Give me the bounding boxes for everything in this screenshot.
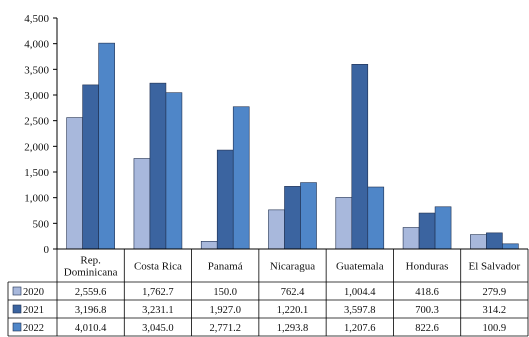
bar-2022-1 (165, 92, 183, 250)
bar-2022-0 (98, 42, 115, 250)
bar-2021-5 (418, 212, 436, 250)
legend-swatch-2020 (12, 286, 22, 296)
legend-label-2021: 2021 (23, 305, 44, 316)
legend-label-2020: 2020 (23, 287, 44, 298)
data-label: 3,597.8 (344, 305, 376, 316)
category-label: Nicaragua (270, 261, 315, 273)
y-axis: 0 500 1,000 1,500 2,000 2,500 3,000 3,500 4,000 4… (24, 13, 58, 256)
data-table: Rep.Dominicana Costa Rica Panamá Nicaragua G… (7, 248, 529, 337)
y-tick-label: 1,500 (24, 167, 49, 179)
legend-swatch-2022 (12, 322, 22, 332)
bar-2020-1 (133, 158, 151, 250)
category-label: Panamá (208, 261, 243, 273)
bar-2020-4 (335, 197, 353, 250)
bar-2021-3 (284, 186, 301, 250)
category-label: Rep. (80, 255, 101, 267)
data-label: 1,220.1 (277, 305, 309, 316)
category-label: El Salvador (469, 261, 521, 273)
y-tick-label: 4,000 (24, 39, 49, 51)
data-label: 700.3 (415, 305, 439, 316)
data-label: 314.2 (483, 305, 507, 316)
data-label: 150.0 (213, 287, 237, 298)
category-label: Costa Rica (134, 261, 182, 273)
data-label: 822.6 (415, 323, 439, 334)
bar-2021-4 (351, 64, 369, 250)
category-label: Honduras (406, 261, 449, 273)
bar-2020-0 (66, 117, 83, 250)
data-label: 3,196.8 (75, 305, 107, 316)
data-label: 4,010.4 (75, 323, 107, 334)
data-label: 762.4 (281, 287, 305, 298)
data-label: 2,559.6 (75, 287, 107, 298)
y-tick-label: 3,500 (24, 64, 49, 76)
bar-2022-2 (232, 106, 250, 250)
y-tick-label: 1,000 (24, 193, 49, 205)
bar-2020-3 (268, 209, 285, 250)
bar-2022-3 (300, 182, 317, 250)
category-label: Guatemala (336, 261, 384, 273)
data-label: 418.6 (415, 287, 439, 298)
data-label: 1,293.8 (277, 323, 309, 334)
data-label: 3,045.0 (142, 323, 174, 334)
bars (66, 42, 519, 250)
legend-swatch-2021 (12, 304, 22, 314)
data-label: 2,771.2 (209, 323, 241, 334)
bar-2022-4 (367, 186, 385, 250)
data-label: 1,004.4 (344, 287, 376, 298)
legend-label-2022: 2022 (23, 323, 44, 334)
data-label: 1,207.6 (344, 323, 376, 334)
y-tick-label: 2,000 (24, 141, 49, 153)
data-label: 100.9 (483, 323, 507, 334)
bar-2021-6 (486, 232, 503, 250)
data-label: 3,231.1 (142, 305, 174, 316)
y-tick-label: 500 (33, 218, 50, 230)
bar-2020-6 (470, 234, 487, 250)
bar-2021-1 (149, 82, 167, 250)
y-tick-label: 4,500 (24, 13, 49, 25)
bar-2021-0 (82, 84, 99, 250)
data-label: 279.9 (483, 287, 507, 298)
category-label: Dominicana (64, 267, 118, 279)
bar-2020-2 (200, 241, 218, 250)
y-tick-label: 3,000 (24, 90, 49, 102)
bar-2020-5 (402, 227, 420, 250)
data-label: 1,927.0 (209, 305, 241, 316)
bar-2021-2 (216, 149, 234, 250)
y-tick-label: 0 (44, 244, 50, 256)
y-tick-label: 2,500 (24, 116, 49, 128)
bar-2022-5 (434, 206, 452, 250)
data-label: 1,762.7 (142, 287, 174, 298)
bar-2022-6 (502, 243, 519, 250)
